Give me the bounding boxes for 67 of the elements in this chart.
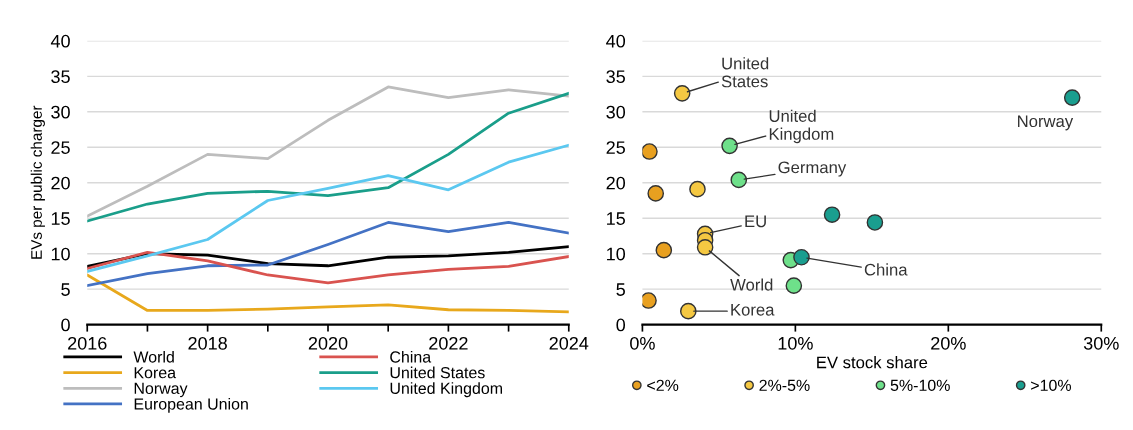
legend-label: China: [390, 350, 432, 363]
y-tick-label: 30: [606, 105, 626, 119]
legend-label: <2%: [647, 379, 679, 391]
point: [1063, 89, 1081, 106]
legend-label: Korea: [134, 367, 177, 379]
point: [730, 171, 748, 189]
y-tick-label: 10: [607, 247, 626, 261]
y-tick-label: 20: [51, 176, 70, 190]
point: [642, 292, 657, 309]
x-tick-label: 2022: [429, 336, 468, 350]
point: [655, 241, 673, 259]
y-tick-label: 25: [51, 141, 70, 154]
annotation: Germany: [778, 161, 847, 177]
x-tick-label: 2018: [188, 336, 227, 350]
annotation: China: [864, 263, 908, 276]
y-tick-label: 25: [606, 141, 625, 154]
line-series: [87, 250, 569, 285]
legend-label: >10%: [1031, 379, 1071, 392]
annotation: United States: [721, 57, 769, 88]
y-tick-label: 30: [51, 105, 70, 119]
line-series: [87, 143, 569, 273]
annotation: World: [730, 278, 773, 291]
legend-label: World: [133, 350, 174, 363]
point: [642, 143, 658, 160]
point: [689, 180, 706, 198]
y-tick-label: 35: [51, 70, 70, 84]
legend-label: United States: [390, 366, 485, 379]
legend-label: European Union: [134, 397, 248, 413]
y-tick-label: 0: [61, 318, 70, 332]
y-tick-label: 40: [50, 34, 70, 48]
legend-label: 2%-5%: [759, 379, 810, 392]
x-tick-label: 2024: [549, 336, 589, 350]
legend-label: Norway: [134, 382, 188, 398]
x-tick-label: 20%: [931, 336, 966, 350]
point: [696, 239, 714, 256]
point: [793, 248, 810, 266]
y-tick-label: 40: [606, 34, 626, 48]
y-tick-label: 20: [606, 176, 626, 190]
line-series: [87, 221, 569, 288]
point: [673, 85, 691, 102]
x-tick-label: 10%: [778, 336, 813, 350]
point: [866, 214, 884, 231]
y-tick-label: 10: [51, 247, 70, 261]
annotation: Norway: [1018, 115, 1074, 131]
y-tick-label: 5: [616, 283, 625, 296]
annotation: Korea: [731, 304, 775, 316]
annotation: EU: [745, 215, 766, 228]
x-tick-label: 2016: [68, 336, 107, 350]
y-tick-label: 15: [607, 212, 625, 225]
legend-label: 5%-10%: [890, 379, 950, 392]
y-tick-label: 15: [51, 212, 70, 225]
y-axis-title: EVs per public charger: [30, 105, 45, 259]
point: [679, 302, 697, 320]
annotation: United Kingdom: [769, 109, 834, 144]
x-tick-label: 2020: [308, 336, 348, 350]
y-tick-label: 0: [616, 318, 626, 332]
legend-label: United Kingdom: [390, 382, 502, 398]
x-tick-label: 0%: [630, 336, 655, 350]
y-tick-label: 35: [606, 70, 625, 84]
y-tick-label: 5: [61, 283, 70, 296]
line-series: [87, 273, 569, 314]
point: [721, 137, 738, 155]
point: [647, 185, 665, 202]
point: [823, 206, 841, 223]
point: [785, 277, 803, 294]
x-tick-label: 30%: [1083, 336, 1119, 350]
x-axis-title: EV stock share: [817, 356, 928, 369]
